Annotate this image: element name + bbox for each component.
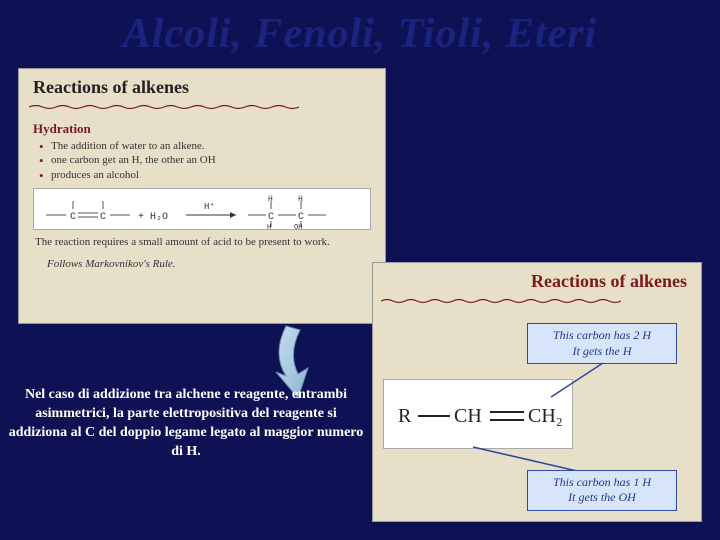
bullet-item: The addition of water to an alkene. (39, 139, 375, 153)
panel2-heading: Reactions of alkenes (381, 271, 687, 292)
svg-text:+ H₂O: + H₂O (138, 212, 168, 223)
svg-text:H: H (268, 195, 273, 204)
panel1-note1: The reaction requires a small amount of … (35, 236, 369, 248)
chem-CH: CH (454, 405, 482, 427)
svg-text:H: H (298, 195, 303, 204)
chem-CH2: CH₂ (528, 405, 563, 427)
wavy-divider-2 (381, 298, 621, 304)
panel1-heading: Reactions of alkenes (33, 77, 375, 98)
callout-line: This carbon has 1 H (534, 475, 670, 491)
bullet-item: one carbon get an H, the other an OH (39, 153, 375, 167)
panel1-note2: Follows Markovnikov's Rule. (47, 258, 369, 270)
callout-line: It gets the OH (534, 490, 670, 506)
chem-R: R (398, 405, 412, 427)
panel1-subheading: Hydration (33, 121, 375, 137)
svg-text:C: C (100, 212, 106, 223)
svg-text:OH: OH (294, 224, 302, 229)
bullet-item: produces an alcohol (39, 168, 375, 182)
panel-reactions-2: Reactions of alkenes This carbon has 2 H… (372, 262, 702, 522)
callout-top: This carbon has 2 H It gets the H (527, 323, 677, 364)
svg-text:H⁺: H⁺ (204, 202, 215, 212)
reaction-scheme: C C + H₂O H⁺ C C H H H OH (33, 188, 371, 230)
callout-line: It gets the H (534, 344, 670, 360)
panel-reactions-1: Reactions of alkenes Hydration The addit… (18, 68, 386, 324)
svg-text:C: C (70, 212, 76, 223)
svg-text:H: H (267, 224, 271, 229)
slide-title: Alcoli, Fenoli, Tioli, Eteri (0, 0, 720, 64)
panel1-bullets: The addition of water to an alkene. one … (39, 139, 375, 182)
callout-bottom: This carbon has 1 H It gets the OH (527, 470, 677, 511)
italian-caption: Nel caso di addizione tra alchene e reag… (0, 386, 372, 462)
callout-line: This carbon has 2 H (534, 328, 670, 344)
chem-structure: R CH CH₂ (383, 379, 573, 449)
wavy-divider-1 (29, 104, 299, 110)
